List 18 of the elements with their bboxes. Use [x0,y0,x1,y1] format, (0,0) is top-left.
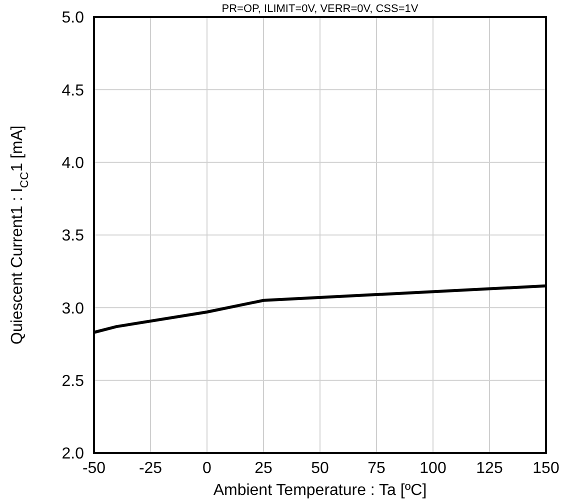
x-tick-label: 25 [254,460,272,477]
y-tick-label: 4.0 [62,154,84,172]
x-tick-label: 75 [368,460,386,477]
x-tick-label: -50 [82,460,106,477]
x-axis-title: Ambient Temperature : Ta [ºC] [213,482,427,499]
x-tick-label: 150 [532,460,560,477]
x-tick-label: 50 [311,460,329,477]
x-tick-label: 125 [476,460,503,477]
y-tick-label: 4.5 [62,82,84,100]
x-tick-label: 0 [202,460,212,477]
x-tick-label: -25 [138,460,162,477]
y-tick-label: 3.5 [62,228,84,245]
y-tick-label: 3.0 [62,300,84,318]
chart-title: PR=OP, ILIMIT=0V, VERR=0V, CSS=1V [222,3,419,15]
y-tick-label: 2.5 [62,372,84,390]
y-tick-label: 5.0 [62,10,84,27]
y-tick-label: 2.0 [62,446,84,463]
x-tick-label: 100 [420,460,446,477]
